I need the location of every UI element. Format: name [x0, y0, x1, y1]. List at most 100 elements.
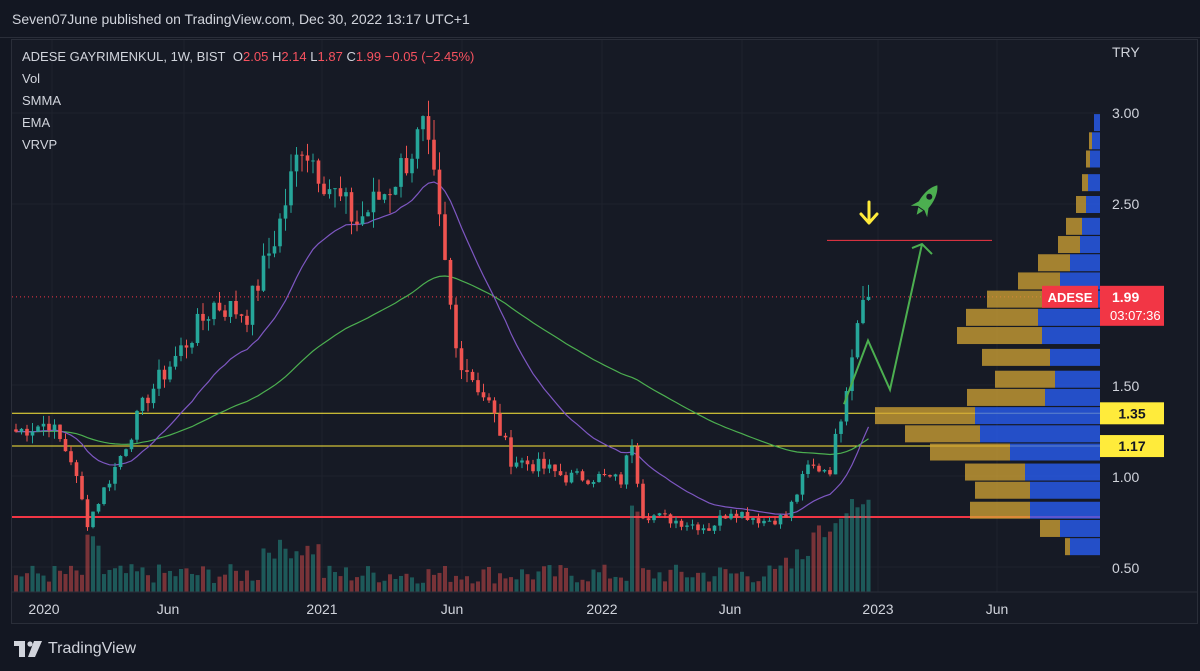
candle-body[interactable]: [410, 158, 414, 174]
candle-body[interactable]: [778, 515, 783, 525]
candle-body[interactable]: [817, 465, 821, 472]
legend-indicator-vol[interactable]: Vol: [22, 71, 41, 86]
candle-body[interactable]: [855, 323, 860, 358]
candle-body[interactable]: [190, 342, 194, 348]
footer-logo[interactable]: TradingView: [14, 640, 136, 658]
candle-body[interactable]: [745, 511, 750, 520]
candle-body[interactable]: [822, 470, 827, 472]
candle-body[interactable]: [740, 511, 744, 518]
candle-body[interactable]: [685, 525, 689, 527]
candle-body[interactable]: [668, 514, 673, 524]
candle-body[interactable]: [470, 371, 475, 381]
candle-body[interactable]: [773, 520, 777, 525]
legend-indicator-vrvp[interactable]: VRVP: [22, 137, 58, 152]
candle-body[interactable]: [58, 424, 62, 440]
candle-body[interactable]: [415, 129, 420, 159]
candle-body[interactable]: [663, 513, 667, 515]
candle-body[interactable]: [784, 515, 788, 518]
candle-body[interactable]: [157, 369, 161, 389]
candle-body[interactable]: [80, 476, 84, 500]
candle-body[interactable]: [756, 518, 761, 524]
candle-body[interactable]: [558, 471, 563, 476]
candle-body[interactable]: [481, 392, 486, 398]
candle-body[interactable]: [602, 473, 607, 476]
candle-body[interactable]: [454, 304, 458, 349]
candle-body[interactable]: [129, 439, 134, 450]
candle-body[interactable]: [107, 483, 112, 488]
candle-body[interactable]: [377, 191, 381, 200]
candle-body[interactable]: [701, 528, 706, 531]
candle-body[interactable]: [657, 513, 662, 516]
candle-body[interactable]: [800, 474, 805, 495]
candle-body[interactable]: [261, 255, 266, 291]
candle-body[interactable]: [327, 189, 332, 195]
candle-body[interactable]: [437, 169, 442, 215]
candle-body[interactable]: [371, 191, 376, 213]
candle-body[interactable]: [47, 423, 51, 431]
candle-body[interactable]: [509, 437, 513, 467]
candle-body[interactable]: [239, 314, 244, 316]
candle-body[interactable]: [399, 158, 403, 187]
candle-body[interactable]: [184, 345, 189, 348]
candle-body[interactable]: [707, 528, 711, 531]
candle-body[interactable]: [514, 462, 519, 467]
candle-body[interactable]: [74, 462, 79, 477]
candle-body[interactable]: [234, 301, 238, 315]
candle-body[interactable]: [806, 464, 810, 475]
chart-svg[interactable]: TRY 3.00 2.50 1.50 1.00 0.50 1.35 1.17 ADESE 1.99…: [12, 40, 1197, 623]
candle-body[interactable]: [333, 188, 337, 190]
candle-body[interactable]: [256, 285, 260, 291]
candle-body[interactable]: [591, 482, 596, 484]
candle-body[interactable]: [712, 525, 717, 531]
candle-body[interactable]: [762, 520, 766, 524]
candle-body[interactable]: [338, 188, 343, 197]
candle-body[interactable]: [652, 515, 656, 521]
candle-body[interactable]: [349, 192, 354, 222]
candle-body[interactable]: [179, 345, 183, 356]
candle-body[interactable]: [696, 524, 700, 531]
candle-body[interactable]: [41, 423, 46, 427]
candle-body[interactable]: [322, 183, 326, 195]
candle-body[interactable]: [498, 413, 502, 436]
candle-body[interactable]: [459, 348, 464, 371]
candle-body[interactable]: [624, 455, 629, 485]
candle-body[interactable]: [828, 470, 832, 475]
candle-body[interactable]: [729, 513, 733, 519]
candle-body[interactable]: [245, 315, 249, 325]
candle-body[interactable]: [217, 302, 222, 311]
candle-body[interactable]: [283, 205, 288, 219]
candle-body[interactable]: [366, 212, 370, 217]
candle-body[interactable]: [25, 428, 29, 436]
candle-body[interactable]: [476, 380, 480, 393]
candle-body[interactable]: [228, 301, 233, 317]
candle-body[interactable]: [844, 391, 849, 422]
candle-body[interactable]: [679, 520, 684, 527]
candle-body[interactable]: [597, 473, 601, 483]
candle-body[interactable]: [575, 471, 579, 473]
candle-body[interactable]: [19, 428, 24, 432]
candle-body[interactable]: [531, 464, 535, 472]
candle-body[interactable]: [718, 515, 722, 526]
candle-body[interactable]: [102, 487, 106, 505]
candle-body[interactable]: [311, 160, 315, 162]
candle-body[interactable]: [674, 520, 678, 524]
candle-body[interactable]: [487, 397, 491, 401]
candle-body[interactable]: [426, 116, 431, 140]
candle-body[interactable]: [382, 194, 387, 200]
candle-body[interactable]: [201, 313, 205, 321]
candle-body[interactable]: [564, 475, 568, 483]
candle-body[interactable]: [613, 474, 618, 477]
candle-body[interactable]: [140, 397, 145, 411]
candle-body[interactable]: [690, 524, 695, 526]
candle-body[interactable]: [580, 471, 585, 481]
candle-body[interactable]: [151, 388, 156, 404]
candle-body[interactable]: [360, 216, 365, 225]
candle-body[interactable]: [146, 397, 150, 404]
candle-body[interactable]: [646, 518, 651, 521]
candle-body[interactable]: [91, 511, 95, 528]
candle-body[interactable]: [168, 366, 172, 380]
candle-body[interactable]: [608, 475, 612, 477]
candle-body[interactable]: [212, 302, 216, 320]
candle-body[interactable]: [135, 410, 139, 440]
candle-body[interactable]: [586, 480, 590, 484]
